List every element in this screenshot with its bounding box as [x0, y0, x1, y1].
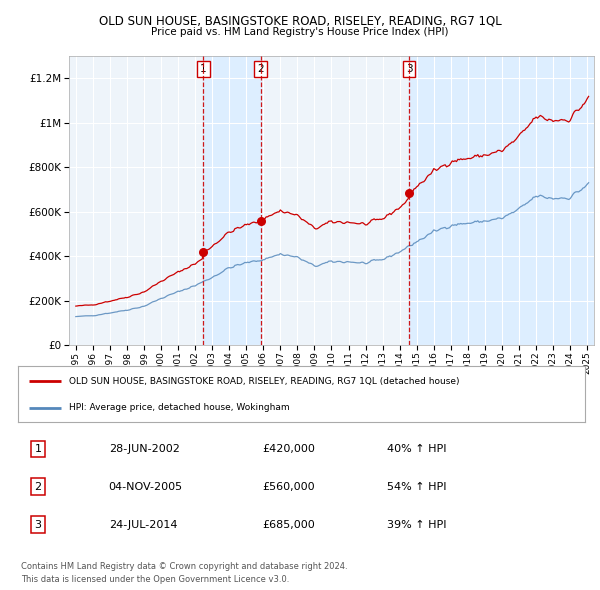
- Bar: [203, 56, 260, 345]
- Point: [256, 216, 265, 225]
- Text: OLD SUN HOUSE, BASINGSTOKE ROAD, RISELEY, READING, RG7 1QL: OLD SUN HOUSE, BASINGSTOKE ROAD, RISELEY…: [98, 15, 502, 28]
- Point: [199, 247, 208, 257]
- Text: 04-NOV-2005: 04-NOV-2005: [109, 482, 183, 491]
- Text: 3: 3: [406, 64, 413, 74]
- Text: 2: 2: [257, 64, 264, 74]
- Text: 1: 1: [200, 64, 207, 74]
- Text: 54% ↑ HPI: 54% ↑ HPI: [386, 482, 446, 491]
- Text: 2: 2: [34, 482, 41, 491]
- Text: £685,000: £685,000: [262, 520, 314, 529]
- Text: This data is licensed under the Open Government Licence v3.0.: This data is licensed under the Open Gov…: [21, 575, 289, 584]
- Text: 3: 3: [34, 520, 41, 529]
- Text: £560,000: £560,000: [262, 482, 314, 491]
- Text: 28-JUN-2002: 28-JUN-2002: [109, 444, 179, 454]
- Text: 1: 1: [34, 444, 41, 454]
- Text: 24-JUL-2014: 24-JUL-2014: [109, 520, 177, 529]
- Point: [404, 188, 414, 198]
- Text: 39% ↑ HPI: 39% ↑ HPI: [386, 520, 446, 529]
- Text: Contains HM Land Registry data © Crown copyright and database right 2024.: Contains HM Land Registry data © Crown c…: [21, 562, 347, 571]
- Text: 40% ↑ HPI: 40% ↑ HPI: [386, 444, 446, 454]
- Text: Price paid vs. HM Land Registry's House Price Index (HPI): Price paid vs. HM Land Registry's House …: [151, 27, 449, 37]
- Bar: [409, 56, 594, 345]
- Text: HPI: Average price, detached house, Wokingham: HPI: Average price, detached house, Woki…: [69, 404, 290, 412]
- Text: £420,000: £420,000: [262, 444, 314, 454]
- Text: OLD SUN HOUSE, BASINGSTOKE ROAD, RISELEY, READING, RG7 1QL (detached house): OLD SUN HOUSE, BASINGSTOKE ROAD, RISELEY…: [69, 377, 460, 386]
